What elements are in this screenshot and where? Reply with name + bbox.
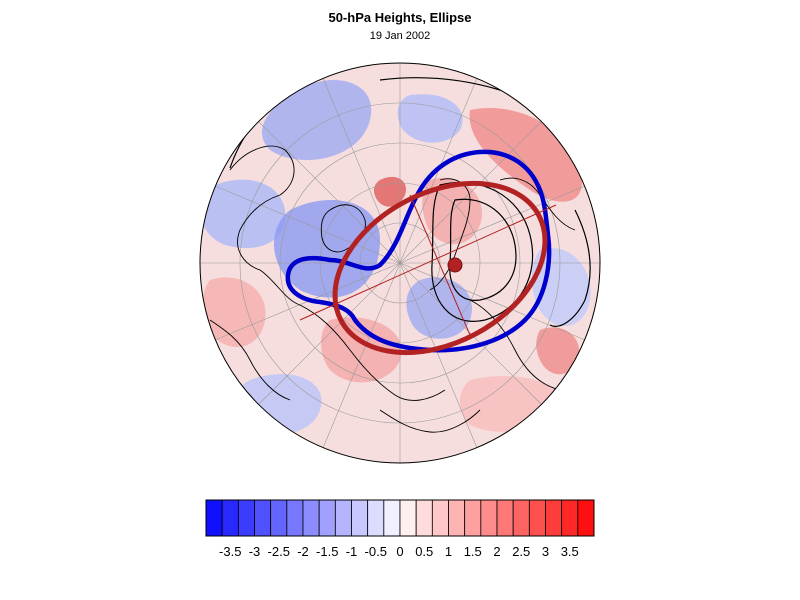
ellipse-center-marker <box>447 257 463 273</box>
colorbar-swatch <box>496 499 514 537</box>
colorbar-tick-label: 2.5 <box>512 544 530 559</box>
colorbar-swatch <box>286 499 304 537</box>
colorbar-swatch <box>577 499 595 537</box>
colorbar-tick-label: 3 <box>542 544 549 559</box>
colorbar-tick-label: -1.5 <box>316 544 338 559</box>
colorbar-swatch <box>464 499 482 537</box>
colorbar-swatch <box>383 499 401 537</box>
colorbar-swatch <box>512 499 530 537</box>
colorbar-tick-label: 3.5 <box>561 544 579 559</box>
colorbar-tick-label: -3 <box>249 544 261 559</box>
colorbar-swatch <box>205 499 223 537</box>
colorbar-swatch <box>221 499 239 537</box>
colorbar-tick-label: -2.5 <box>268 544 290 559</box>
colorbar-tick-label: 1 <box>445 544 452 559</box>
colorbar-tick-label: 0 <box>396 544 403 559</box>
colorbar-swatch <box>399 499 417 537</box>
colorbar-swatch <box>528 499 546 537</box>
colorbar-swatch <box>448 499 466 537</box>
colorbar-tick-label: 2 <box>493 544 500 559</box>
colorbar-swatch <box>415 499 433 537</box>
colorbar-swatch <box>318 499 336 537</box>
colorbar-frame <box>205 499 595 537</box>
map-border <box>199 62 601 464</box>
colorbar-tick-label: 0.5 <box>415 544 433 559</box>
colorbar-swatch <box>480 499 498 537</box>
fitted-ellipse <box>332 180 548 356</box>
colorbar-swatch <box>237 499 255 537</box>
colorbar-swatch <box>334 499 352 537</box>
colorbar-swatch <box>302 499 320 537</box>
colorbar-tick-label: -1 <box>346 544 358 559</box>
blue-contour-line <box>285 149 552 353</box>
colorbar-swatch <box>545 499 563 537</box>
colorbar-tick-label: -3.5 <box>219 544 241 559</box>
colorbar-swatch <box>367 499 385 537</box>
colorbar-swatch <box>431 499 449 537</box>
colorbar-swatch <box>254 499 272 537</box>
colorbar-tick-label: 1.5 <box>464 544 482 559</box>
colorbar-tick-label: -0.5 <box>365 544 387 559</box>
colorbar-swatch <box>561 499 579 537</box>
colorbar-swatch <box>351 499 369 537</box>
colorbar-swatch <box>270 499 288 537</box>
graticule <box>200 63 600 463</box>
map-date: 19 Jan 2002 <box>369 30 431 42</box>
map-title: 50-hPa Heights, Ellipse <box>328 10 472 25</box>
colorbar-tick-label: -2 <box>297 544 309 559</box>
ellipse-major-axis <box>299 204 557 321</box>
ellipse-minor-axis <box>409 194 471 336</box>
